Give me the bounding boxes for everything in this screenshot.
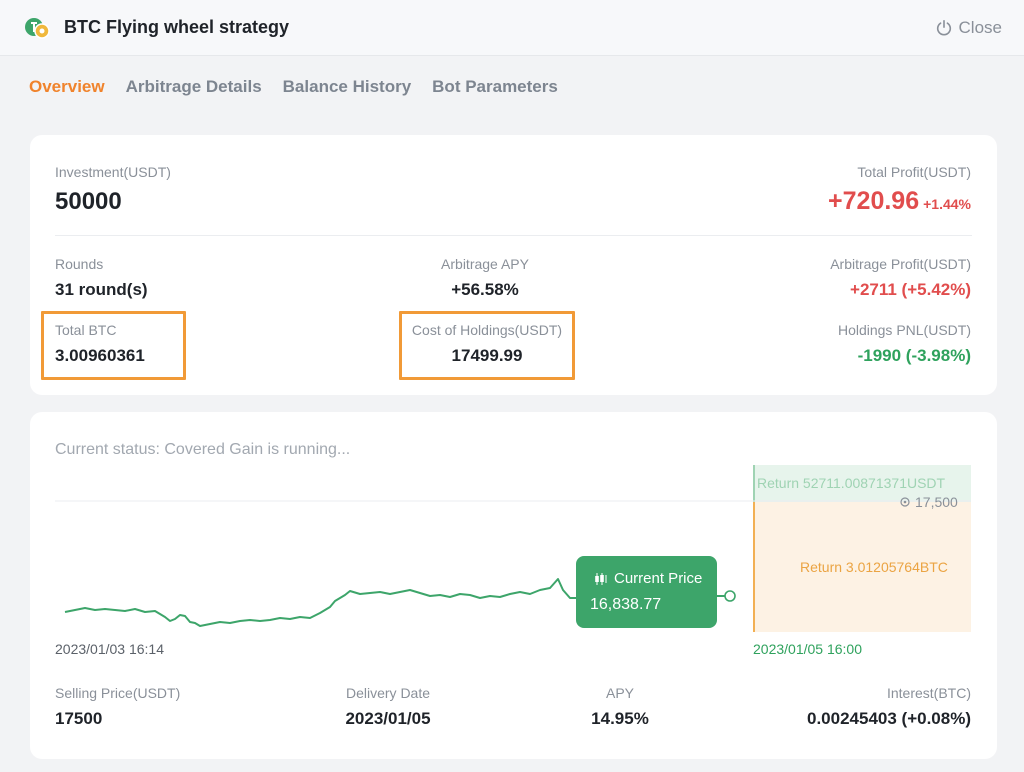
delivery-date-value: 2023/01/05: [345, 709, 431, 728]
crosshair-icon: [900, 497, 910, 507]
delivery-date-label: Delivery Date: [345, 685, 431, 701]
investment-label: Investment(USDT): [55, 164, 171, 180]
target-price-value: 17,500: [915, 494, 958, 510]
total-profit-pct: +1.44%: [923, 196, 971, 212]
current-price-value: 16,838.77: [590, 596, 662, 613]
apy-label: APY: [605, 685, 634, 701]
arbitrage-profit-label: Arbitrage Profit(USDT): [830, 256, 971, 272]
usdt-return-zone: [753, 465, 971, 502]
arbitrage-profit-value: +2711 (+5.42%): [850, 280, 971, 299]
total-btc-highlight: [41, 311, 186, 380]
current-price-marker: [724, 590, 736, 602]
tab-bot-parameters[interactable]: Bot Parameters: [432, 77, 558, 96]
cost-of-holdings-label: Cost of Holdings(USDT): [411, 322, 563, 338]
total-profit: +720.96 +1.44%: [828, 187, 971, 216]
btc-return-zone: [753, 502, 971, 632]
cost-highlight: [399, 311, 575, 380]
candlestick-icon: [595, 572, 607, 585]
rounds-value: 31 round(s): [55, 280, 148, 299]
tab-overview[interactable]: Overview: [29, 77, 105, 96]
return-btc-label: Return 3.01205764BTC: [800, 559, 948, 575]
cost-of-holdings-value: 17499.99: [451, 346, 523, 365]
title-bar: BTC Flying wheel strategy Close: [0, 0, 1024, 56]
price-line: [64, 578, 576, 627]
current-price-title: Current Price: [594, 570, 702, 587]
interest-label: Interest(BTC): [886, 685, 971, 701]
chart-start-date: 2023/01/03 16:14: [55, 641, 164, 657]
selling-price-label: Selling Price(USDT): [55, 685, 181, 701]
selling-price-value: 17500: [55, 709, 103, 728]
tab-balance-history[interactable]: Balance History: [282, 77, 412, 96]
rounds-label: Rounds: [55, 256, 104, 272]
chart-end-date: 2023/01/05 16:00: [753, 641, 862, 657]
current-price-label: Current Price: [614, 570, 703, 587]
holdings-pnl-value: -1990 (-3.98%): [857, 346, 971, 365]
arbitrage-apy-label: Arbitrage APY: [441, 256, 529, 272]
investment-value: 50000: [55, 188, 122, 215]
current-price-tooltip: Current Price 16,838.77: [576, 556, 717, 628]
close-label: Close: [958, 18, 1002, 37]
total-btc-label: Total BTC: [55, 322, 117, 338]
tab-arbitrage-details[interactable]: Arbitrage Details: [125, 77, 262, 96]
total-profit-label: Total Profit(USDT): [857, 164, 971, 180]
apy-value: 14.95%: [591, 709, 649, 728]
total-profit-value: +720.96: [828, 187, 920, 215]
arbitrage-apy-value: +56.58%: [451, 280, 519, 299]
status-card: Current status: Covered Gain is running.…: [30, 412, 997, 759]
target-price-label: 17,500: [899, 494, 958, 510]
tab-bar: Overview Arbitrage Details Balance Histo…: [29, 77, 558, 97]
summary-card: Investment(USDT) 50000 Total Profit(USDT…: [30, 135, 997, 395]
return-usdt-label: Return 52711.00871371USDT: [757, 475, 946, 491]
close-button[interactable]: Close: [935, 16, 1002, 40]
price-chart: [55, 500, 971, 627]
holdings-pnl-label: Holdings PNL(USDT): [837, 322, 971, 338]
status-text: Current status: Covered Gain is running.…: [55, 441, 351, 458]
strategy-logo-icon: [25, 18, 50, 39]
interest-value: 0.00245403 (+0.08%): [807, 709, 971, 728]
app-title: BTC Flying wheel strategy: [64, 17, 290, 37]
total-btc-value: 3.00960361: [55, 346, 145, 365]
summary-divider: [55, 235, 972, 236]
power-icon: [936, 19, 951, 36]
